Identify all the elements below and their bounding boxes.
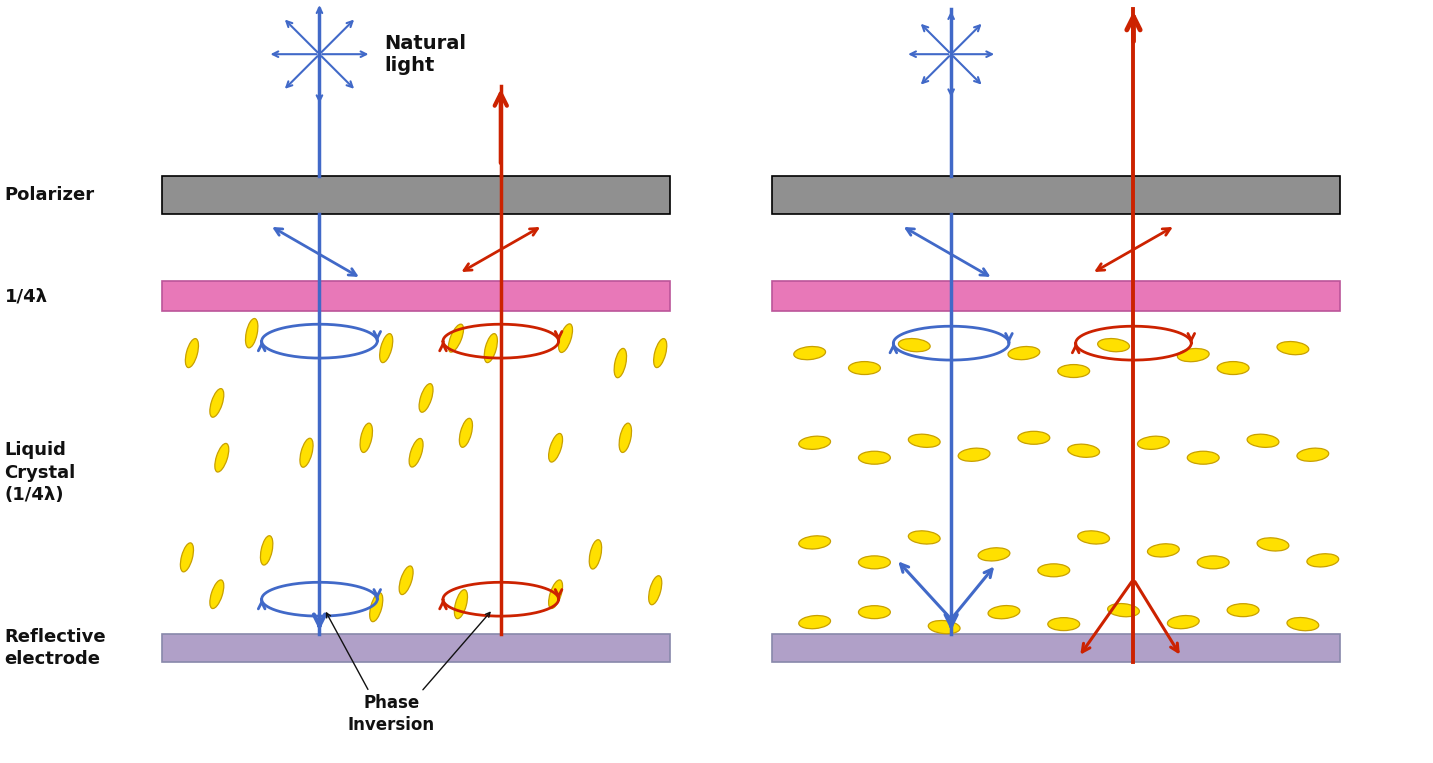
Text: 1/4λ: 1/4λ [4,288,47,305]
Ellipse shape [1098,339,1129,352]
Ellipse shape [1217,362,1250,375]
Ellipse shape [484,333,497,362]
Ellipse shape [400,566,413,594]
Ellipse shape [798,616,831,629]
Ellipse shape [1108,604,1139,617]
Ellipse shape [454,590,467,619]
Ellipse shape [1138,436,1169,449]
Ellipse shape [1307,554,1338,567]
Bar [772,634,1340,662]
Bar [162,634,671,662]
Ellipse shape [215,443,229,472]
Ellipse shape [959,448,990,462]
Ellipse shape [410,439,423,467]
Ellipse shape [1197,556,1230,568]
Bar [772,282,1340,311]
Ellipse shape [1168,616,1199,629]
Ellipse shape [1247,434,1278,447]
Ellipse shape [1068,444,1099,457]
Ellipse shape [418,384,433,412]
Ellipse shape [549,433,563,462]
Ellipse shape [209,388,224,417]
Ellipse shape [649,576,662,605]
Bar [162,282,671,311]
Ellipse shape [1227,604,1260,617]
Ellipse shape [589,539,602,569]
Ellipse shape [360,423,373,452]
Ellipse shape [261,536,272,565]
Ellipse shape [1037,564,1069,577]
Ellipse shape [798,536,831,549]
Ellipse shape [798,436,831,449]
Text: Polarizer: Polarizer [4,185,95,204]
Ellipse shape [1277,342,1308,355]
Ellipse shape [209,580,224,609]
Text: Reflective
electrode: Reflective electrode [4,628,106,668]
Ellipse shape [1257,538,1288,551]
Ellipse shape [615,349,626,378]
Ellipse shape [549,580,563,609]
Ellipse shape [929,620,960,634]
Ellipse shape [1078,531,1109,544]
Ellipse shape [185,339,199,368]
Ellipse shape [989,606,1020,619]
Ellipse shape [1188,451,1219,464]
Ellipse shape [1048,617,1079,630]
Ellipse shape [653,339,666,368]
Ellipse shape [460,418,473,447]
Ellipse shape [1297,448,1328,462]
Ellipse shape [449,324,463,353]
Ellipse shape [1178,349,1209,362]
Text: Liquid
Crystal
(1/4λ): Liquid Crystal (1/4λ) [4,442,76,504]
Bar [772,175,1340,214]
Ellipse shape [1148,544,1179,557]
Ellipse shape [380,333,393,362]
Ellipse shape [181,542,193,571]
Ellipse shape [619,423,632,452]
Ellipse shape [898,339,930,352]
Ellipse shape [979,548,1010,561]
Ellipse shape [848,362,880,375]
Ellipse shape [858,556,890,568]
Bar [162,175,671,214]
Ellipse shape [559,324,573,353]
Text: Phase
Inversion: Phase Inversion [348,694,434,734]
Ellipse shape [858,606,890,619]
Ellipse shape [370,593,383,622]
Ellipse shape [1058,365,1089,378]
Text: Natural
light: Natural light [384,34,466,75]
Ellipse shape [1017,431,1050,444]
Ellipse shape [794,346,825,359]
Ellipse shape [858,451,890,464]
Ellipse shape [909,434,940,447]
Ellipse shape [245,318,258,348]
Ellipse shape [909,531,940,544]
Ellipse shape [1007,346,1040,359]
Ellipse shape [299,438,312,467]
Ellipse shape [1287,617,1318,631]
